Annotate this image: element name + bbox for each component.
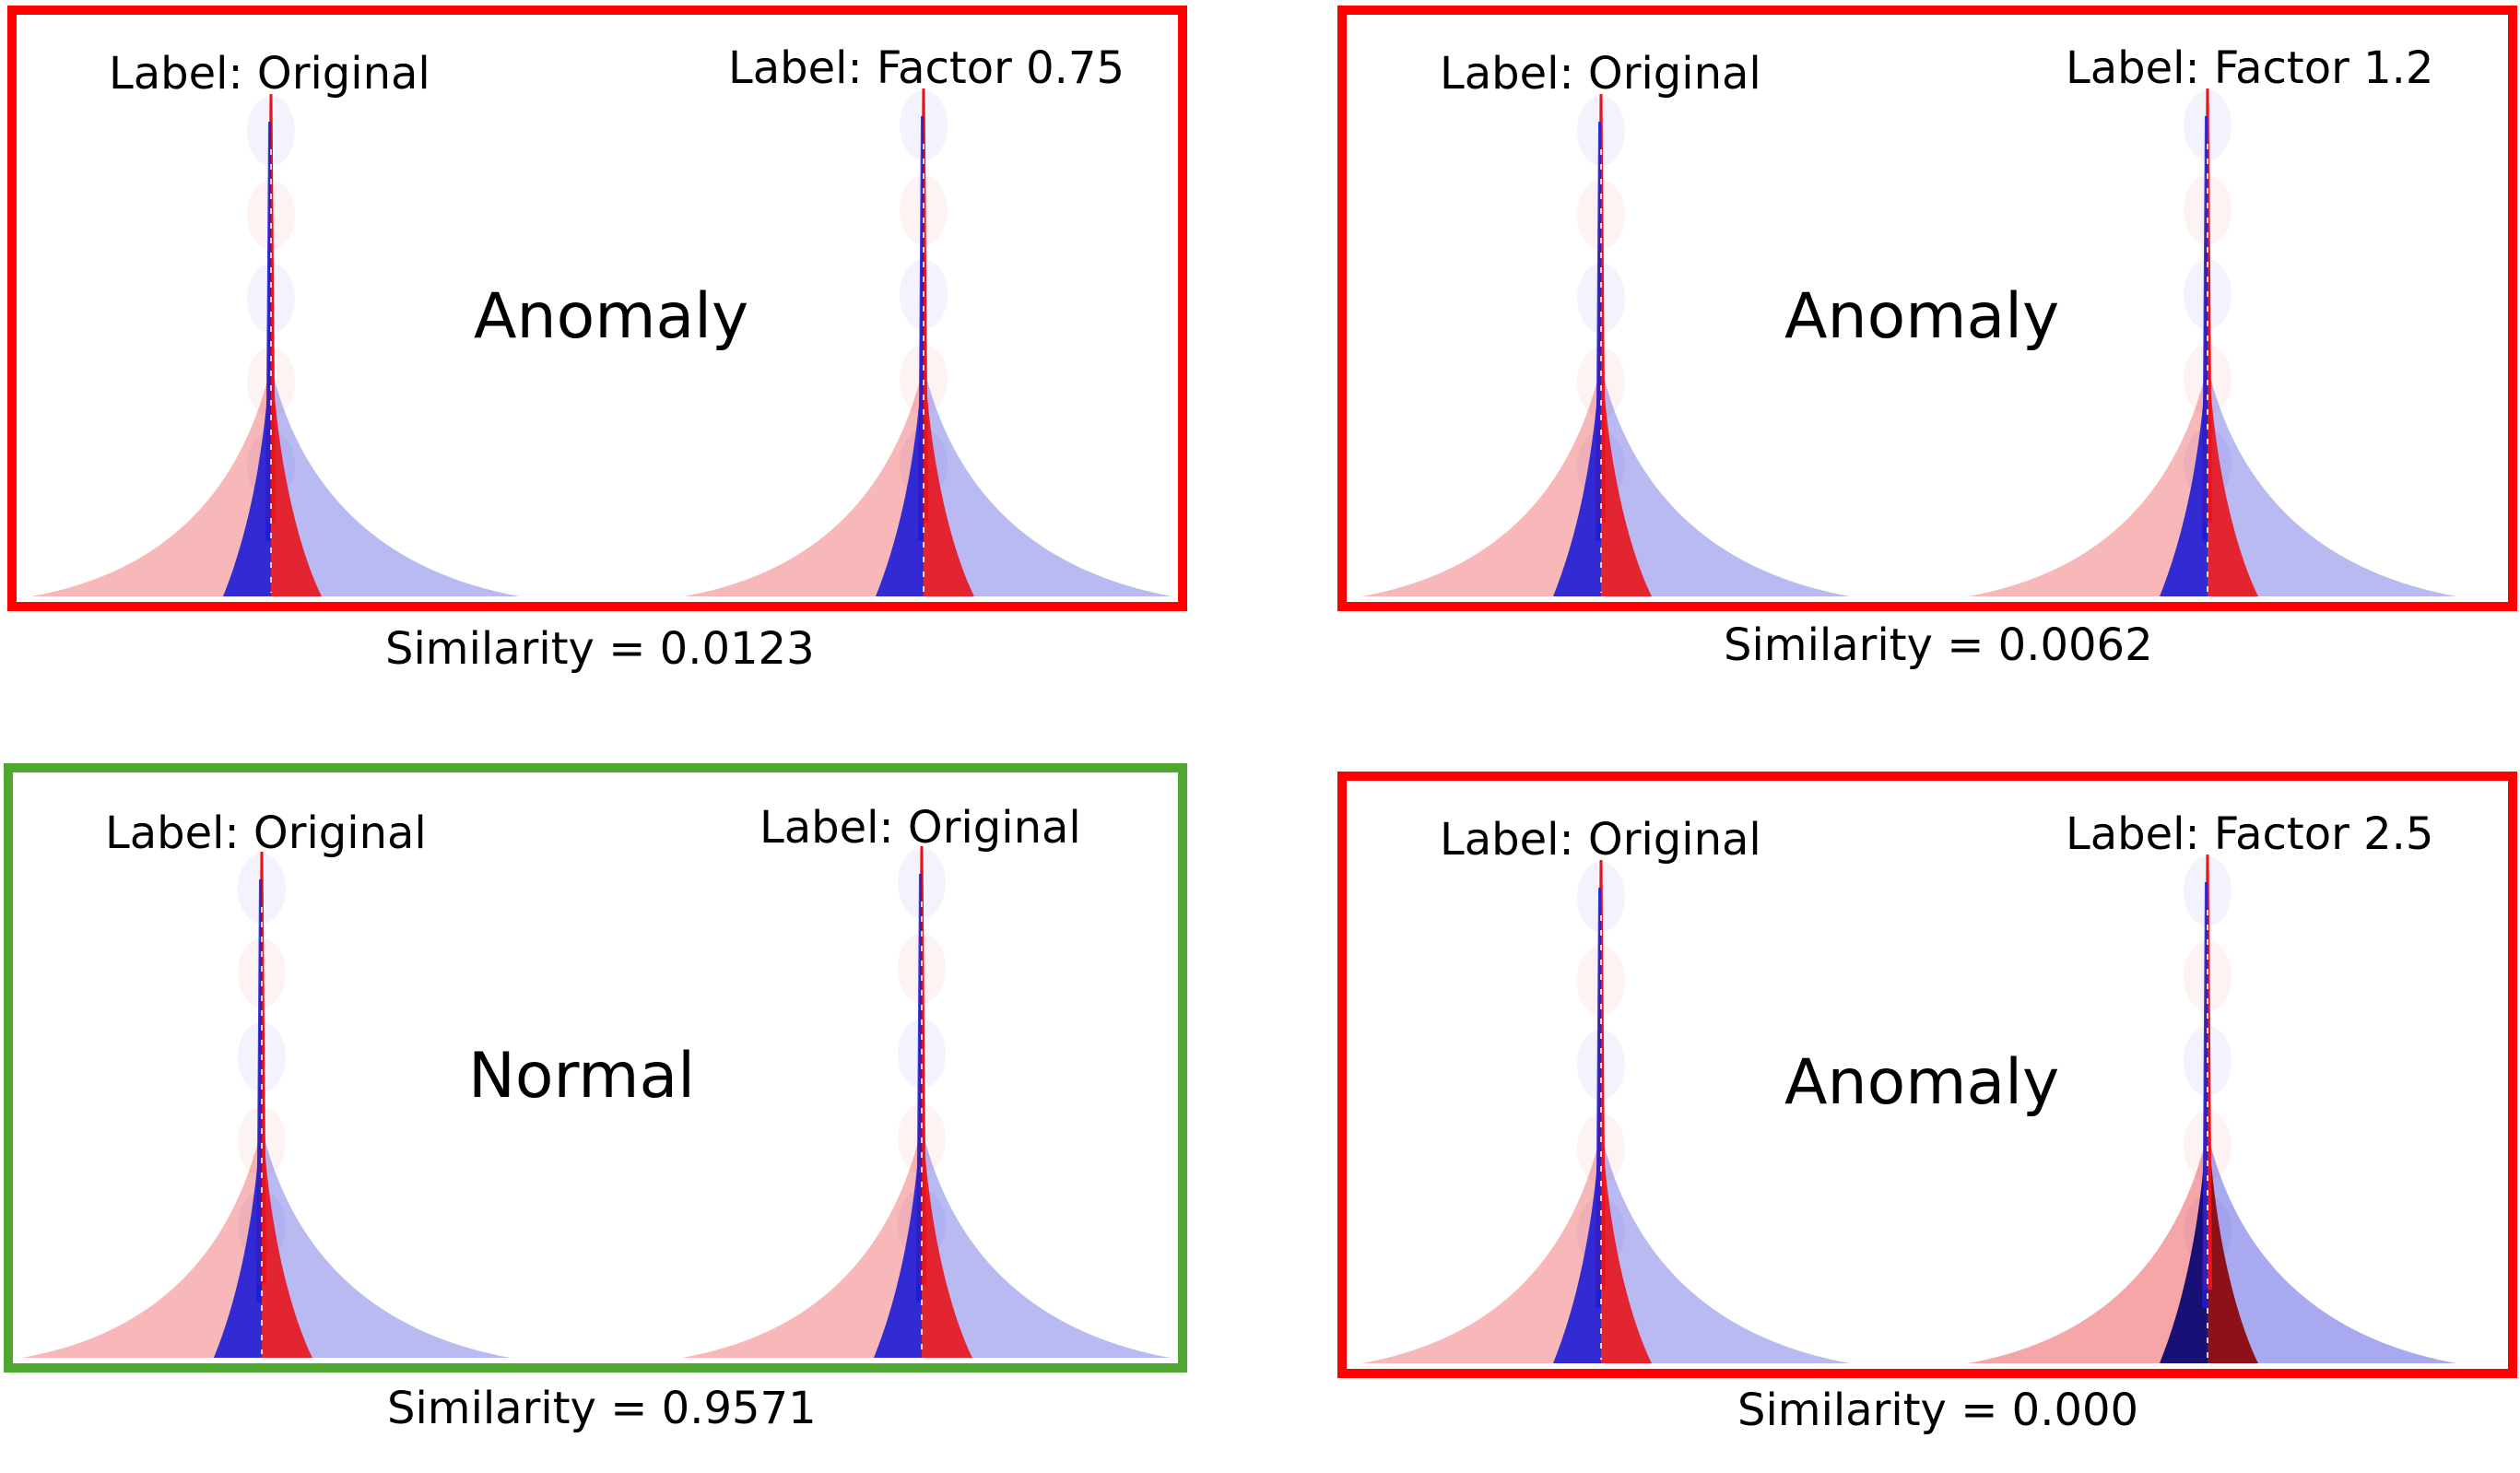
right-label: Label: Factor 1.2	[2066, 42, 2434, 94]
spike-heatmap-0	[31, 94, 520, 596]
spike-heatmap-2	[1361, 94, 1850, 596]
spike-heatmap-3	[1968, 88, 2456, 596]
heatmap-pair	[31, 88, 1172, 596]
right-label: Label: Original	[760, 802, 1081, 854]
similarity-score-2: Similarity = 0.0062	[1724, 619, 2153, 671]
spike-heatmap-6	[1361, 860, 1850, 1363]
spike-heatmap-7	[1968, 854, 2456, 1363]
status-label: Anomaly	[474, 280, 749, 353]
left-label: Label: Original	[1440, 48, 1761, 100]
status-label: Normal	[468, 1040, 696, 1113]
status-label: Anomaly	[1784, 1046, 2060, 1119]
comparison-panel-2: Label: Original Label: Factor 1.2 Anomal…	[1337, 6, 2517, 611]
spike-heatmap-4	[22, 852, 511, 1358]
left-label: Label: Original	[105, 807, 427, 859]
comparison-panel-3: Label: Original Label: Original Normal	[4, 763, 1187, 1373]
right-label: Label: Factor 0.75	[728, 42, 1125, 94]
similarity-score-1: Similarity = 0.0123	[385, 623, 815, 675]
right-label: Label: Factor 2.5	[2066, 808, 2434, 860]
spike-heatmap-1	[684, 88, 1172, 596]
heatmap-pair	[1361, 854, 2456, 1363]
left-label: Label: Original	[109, 48, 430, 100]
comparison-panel-4: Label: Original Label: Factor 2.5 Anomal…	[1337, 772, 2517, 1378]
heatmap-pair	[22, 846, 1171, 1358]
left-label: Label: Original	[1440, 814, 1761, 866]
heatmap-pair	[1361, 88, 2456, 596]
similarity-score-4: Similarity = 0.000	[1737, 1385, 2139, 1436]
status-label: Anomaly	[1784, 280, 2060, 353]
comparison-panel-1: Label: Original Label: Factor 0.75 Anoma…	[7, 6, 1187, 611]
similarity-score-3: Similarity = 0.9571	[387, 1383, 817, 1434]
spike-heatmap-5	[682, 846, 1171, 1358]
